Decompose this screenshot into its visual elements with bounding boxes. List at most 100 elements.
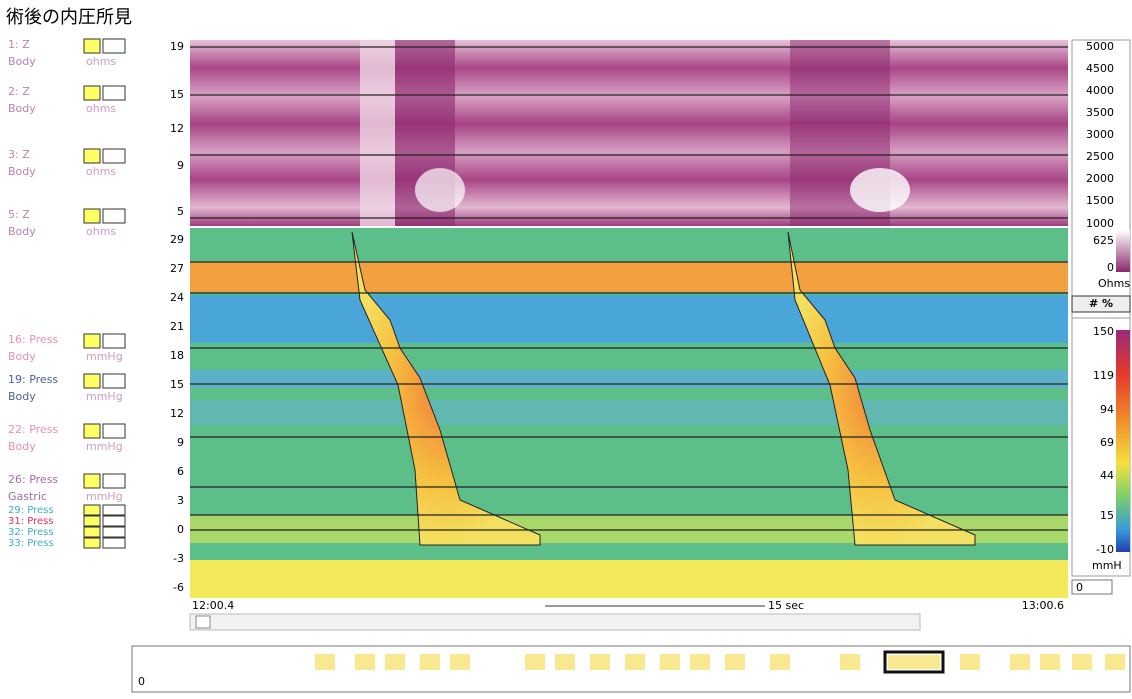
scrollbar[interactable]	[190, 614, 920, 630]
overview-block	[960, 654, 980, 670]
channel-toggle[interactable]	[103, 424, 125, 438]
channel-unit: mmHg	[86, 490, 123, 503]
channel-toggle[interactable]	[103, 505, 125, 515]
channel-toggle[interactable]	[84, 505, 100, 515]
time-end: 13:00.6	[1022, 599, 1064, 612]
overview-block	[840, 654, 860, 670]
channel-toggle[interactable]	[103, 209, 125, 223]
channel-name: 22: Press	[8, 423, 58, 436]
channel-unit: ohms	[86, 225, 116, 238]
overview-block	[725, 654, 745, 670]
channel-name: 29: Press	[8, 505, 54, 516]
channel-toggle[interactable]	[84, 516, 100, 526]
page-title: 術後の内圧所見	[6, 7, 132, 28]
scale-tick-label: 1500	[1086, 194, 1114, 207]
channel-toggle[interactable]	[103, 527, 125, 537]
overview-block	[888, 655, 940, 669]
channel-toggle[interactable]	[103, 374, 125, 388]
overview-block	[315, 654, 335, 670]
scale-tick-label: 69	[1100, 436, 1114, 449]
channel-name: 33: Press	[8, 538, 54, 549]
swallow-band	[850, 168, 910, 212]
channel-toggle[interactable]	[84, 334, 100, 348]
channel-unit: mmHg	[86, 390, 123, 403]
channel-toggle[interactable]	[103, 149, 125, 163]
channel-toggle[interactable]	[84, 209, 100, 223]
overview-block	[770, 654, 790, 670]
channel-unit: ohms	[86, 102, 116, 115]
swallow-band	[360, 40, 395, 226]
scroll-arrow[interactable]	[196, 616, 210, 628]
y-tick-label: 9	[177, 436, 184, 449]
swallow-band	[415, 168, 465, 212]
scale-tick-label: 3500	[1086, 106, 1114, 119]
pressure-band	[190, 560, 1068, 598]
scale-unit: mmH	[1092, 559, 1122, 572]
channel-unit: ohms	[86, 55, 116, 68]
y-tick-label: -6	[173, 581, 184, 594]
channel-toggle[interactable]	[103, 86, 125, 100]
scale-tick-label: 0	[1107, 261, 1114, 274]
overview-block	[1072, 654, 1092, 670]
y-tick-label: -3	[173, 552, 184, 565]
channel-toggle[interactable]	[84, 424, 100, 438]
channel-site: Body	[8, 350, 36, 363]
channel-name: 32: Press	[8, 527, 54, 538]
channel-toggle[interactable]	[84, 374, 100, 388]
y-tick-label: 15	[170, 378, 184, 391]
channel-site: Gastric	[8, 490, 47, 503]
scale-tick-label: 5000	[1086, 40, 1114, 53]
overview-block	[450, 654, 470, 670]
channel-toggle[interactable]	[84, 149, 100, 163]
channel-name: 31: Press	[8, 516, 54, 527]
scale-unit: Ohms	[1098, 277, 1130, 290]
channel-unit: mmHg	[86, 440, 123, 453]
y-tick-label: 12	[170, 122, 184, 135]
scale-tick-label: 4000	[1086, 84, 1114, 97]
y-tick-label: 21	[170, 320, 184, 333]
manometry-window: 術後の内圧所見 1: ZBodyohms2: ZBodyohms3: ZBody…	[0, 0, 1132, 695]
channel-toggle[interactable]	[103, 334, 125, 348]
scale-tick-label: 4500	[1086, 62, 1114, 75]
overview-block	[385, 654, 405, 670]
strip-value: 0	[138, 675, 145, 688]
channel-toggle[interactable]	[84, 527, 100, 537]
channel-name: 2: Z	[8, 85, 30, 98]
scale-tick-label: 625	[1093, 234, 1114, 247]
channel-site: Body	[8, 165, 36, 178]
toggle-label[interactable]: # %	[1089, 297, 1113, 310]
overview-block	[690, 654, 710, 670]
overview-block	[625, 654, 645, 670]
channel-toggle[interactable]	[103, 538, 125, 548]
overview-block	[660, 654, 680, 670]
channel-site: Body	[8, 225, 36, 238]
channel-unit: ohms	[86, 165, 116, 178]
channel-toggle[interactable]	[84, 39, 100, 53]
overview-block	[555, 654, 575, 670]
channel-site: Body	[8, 440, 36, 453]
channel-toggle[interactable]	[103, 516, 125, 526]
channel-site: Body	[8, 55, 36, 68]
channel-toggle[interactable]	[84, 86, 100, 100]
channel-site: Body	[8, 102, 36, 115]
scale-tick-label: -10	[1096, 543, 1114, 556]
channel-toggle[interactable]	[103, 39, 125, 53]
channel-toggle[interactable]	[84, 538, 100, 548]
scale-tick-label: 150	[1093, 325, 1114, 338]
channel-name: 3: Z	[8, 148, 30, 161]
impedance-map	[190, 40, 1068, 226]
overview-block	[525, 654, 545, 670]
scale-min-value[interactable]: 0	[1076, 581, 1083, 594]
scale-tick-label: 119	[1093, 369, 1114, 382]
y-tick-label: 24	[170, 291, 184, 304]
pressure-band	[190, 370, 1068, 388]
y-tick-label: 3	[177, 494, 184, 507]
overview-block	[355, 654, 375, 670]
pressure-band	[190, 400, 1068, 425]
y-tick-label: 18	[170, 349, 184, 362]
channel-toggle[interactable]	[103, 474, 125, 488]
channel-toggle[interactable]	[84, 474, 100, 488]
time-span: 15 sec	[768, 599, 804, 612]
channel-name: 16: Press	[8, 333, 58, 346]
y-tick-label: 0	[177, 523, 184, 536]
